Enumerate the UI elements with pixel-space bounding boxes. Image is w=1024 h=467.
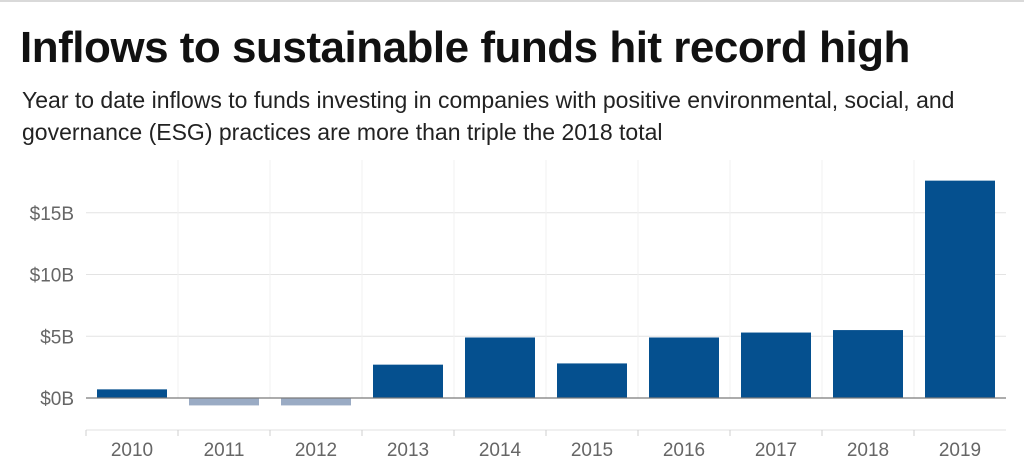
- y-tick-label: $5B: [40, 327, 74, 348]
- bar-2014: [465, 337, 535, 398]
- bars: [97, 180, 995, 406]
- x-tick-label: 2013: [387, 440, 429, 461]
- bar-2012: [281, 398, 351, 406]
- bar-2018: [833, 330, 903, 398]
- bar-2016: [649, 337, 719, 398]
- x-tick-labels: 2010 2011 2012 2013 2014 2015 2016 2017 2018 2019: [85, 430, 981, 461]
- x-tick-label: 2015: [571, 440, 613, 461]
- x-tick-label: 2012: [295, 440, 337, 461]
- x-tick-label: 2011: [204, 440, 245, 461]
- bar-2010: [97, 389, 167, 398]
- bar-2019: [925, 180, 995, 398]
- x-tick-label: 2018: [847, 440, 889, 461]
- chart-subtitle: Year to date inflows to funds investing …: [22, 87, 955, 145]
- y-tick-labels: $0B $5B $10B $15B: [30, 204, 74, 410]
- x-tick-label: 2010: [111, 440, 153, 461]
- chart-title: Inflows to sustainable funds hit record …: [20, 23, 910, 72]
- x-tick-label: 2016: [663, 440, 705, 461]
- bar-2015: [557, 363, 627, 398]
- y-tick-label: $0B: [40, 389, 74, 410]
- x-tick-label: 2019: [939, 440, 981, 461]
- bar-2013: [373, 364, 443, 398]
- y-tick-label: $15B: [30, 204, 74, 225]
- y-tick-label: $10B: [30, 266, 74, 287]
- bar-2017: [741, 332, 811, 398]
- x-tick-label: 2014: [479, 440, 522, 461]
- top-rule: [0, 0, 1024, 2]
- x-tick-label: 2017: [755, 440, 797, 461]
- bar-2011: [189, 398, 259, 406]
